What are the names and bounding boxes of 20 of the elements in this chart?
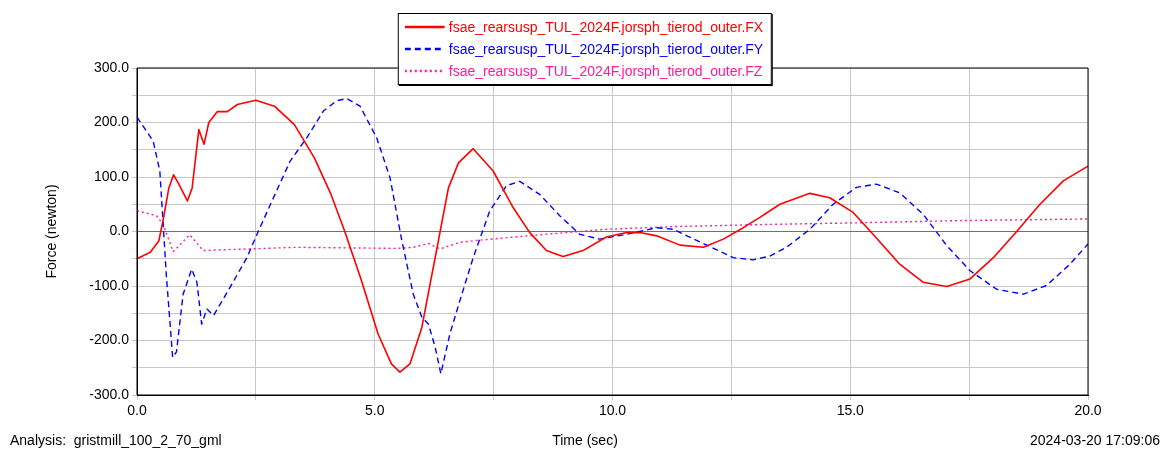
x-tick-label: 20.0 bbox=[1074, 402, 1102, 419]
y-tick-label: -300.0 bbox=[89, 385, 130, 402]
line-series bbox=[137, 210, 1088, 253]
x-tick-label: 0.0 bbox=[127, 402, 147, 419]
y-tick-label: 0.0 bbox=[109, 222, 130, 239]
y-tick-label: -200.0 bbox=[89, 331, 130, 348]
legend-label: fsae_rearsusp_TUL_2024F.jorsph_tierod_outer.FZ bbox=[448, 62, 763, 81]
y-tick-label: -100.0 bbox=[89, 276, 130, 293]
x-tick-label: 15.0 bbox=[836, 402, 865, 419]
y-tick-label: 300.0 bbox=[93, 58, 130, 75]
y-axis-title: Force (newton) bbox=[43, 184, 60, 279]
legend-label: fsae_rearsusp_TUL_2024F.jorsph_tierod_outer.FX bbox=[448, 18, 764, 37]
legend-label: fsae_rearsusp_TUL_2024F.jorsph_tierod_outer.FY bbox=[448, 40, 764, 59]
y-tick-label: 100.0 bbox=[93, 167, 130, 184]
x-tick-label: 5.0 bbox=[365, 402, 385, 419]
y-tick-label: 200.0 bbox=[93, 113, 130, 130]
text: 2024-03-20 17:09:06 bbox=[1030, 432, 1160, 448]
x-tick-label: 10.0 bbox=[598, 402, 627, 419]
x-axis-title: Time (sec) bbox=[552, 432, 618, 448]
text: Analysis: gristmill_100_2_70_gml bbox=[10, 432, 222, 448]
